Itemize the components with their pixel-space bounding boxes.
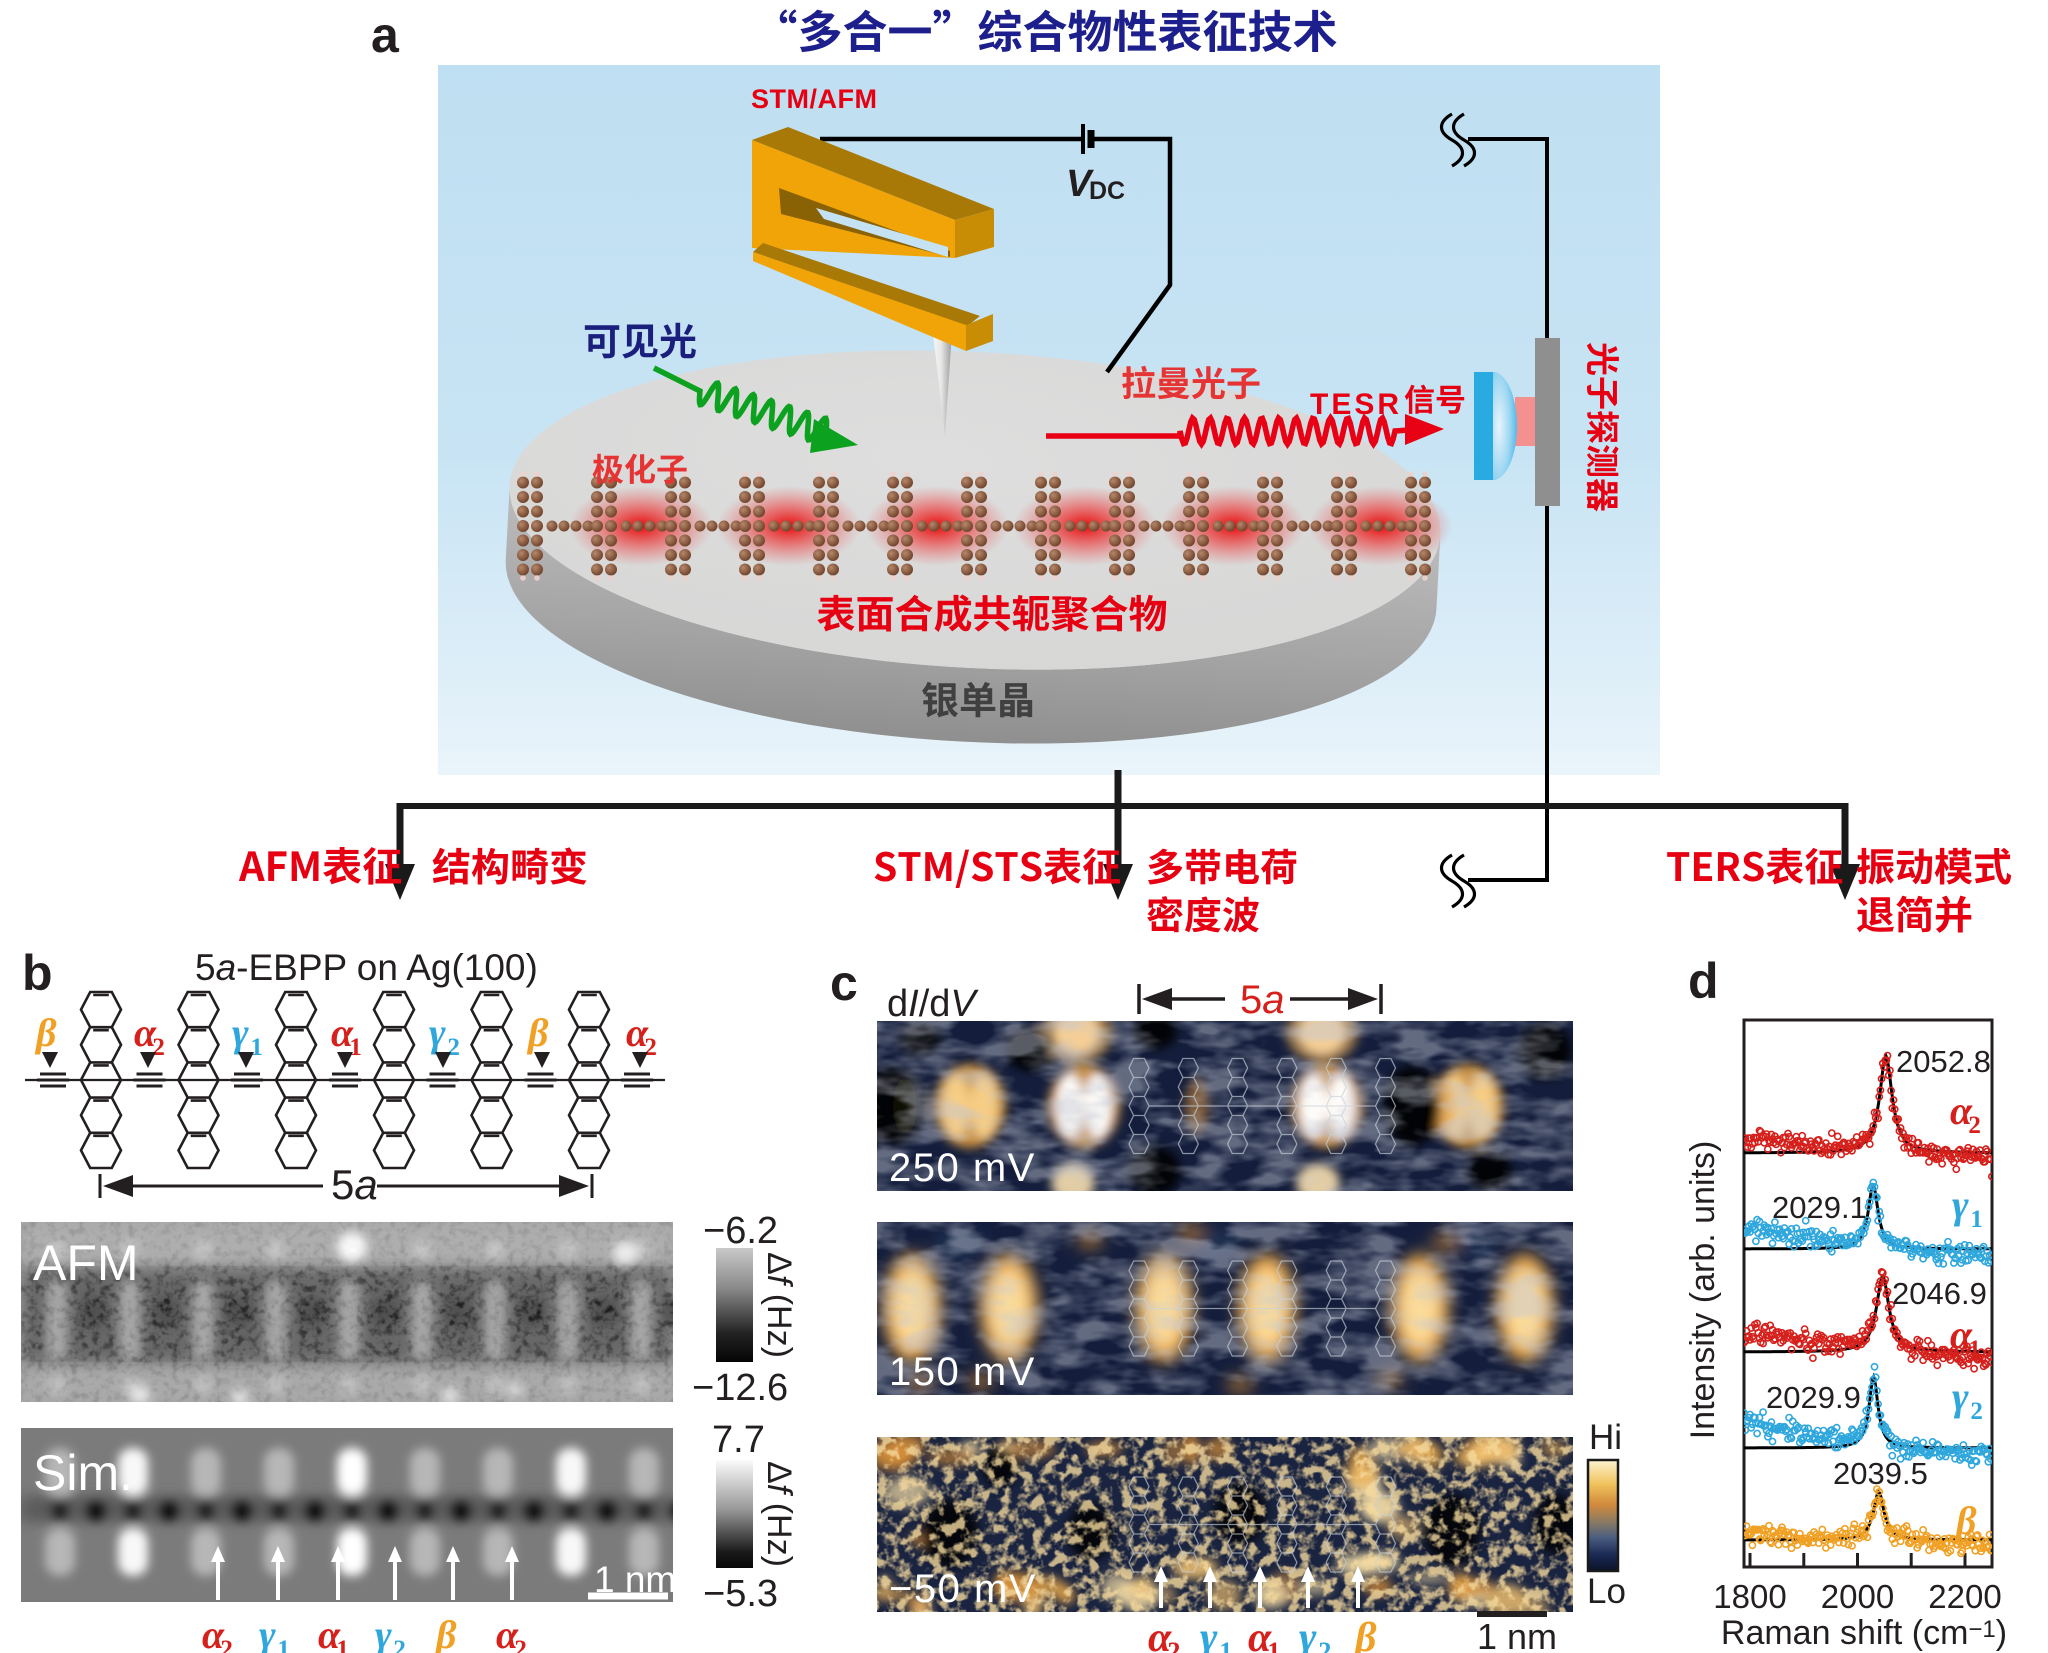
svg-text:α: α: [626, 1010, 649, 1055]
svg-text:α: α: [202, 1612, 225, 1653]
svg-text:β: β: [434, 1612, 457, 1653]
svg-text:β: β: [34, 1010, 57, 1055]
svg-text:2: 2: [1968, 1112, 1981, 1139]
svg-text:γ: γ: [1299, 1615, 1317, 1653]
svg-text:−50 mV: −50 mV: [889, 1567, 1037, 1611]
svg-text:2: 2: [1970, 1398, 1983, 1425]
svg-text:2: 2: [644, 1034, 657, 1061]
svg-text:250 mV: 250 mV: [889, 1146, 1036, 1190]
svg-text:α: α: [1148, 1615, 1172, 1653]
svg-text:1 nm: 1 nm: [594, 1559, 676, 1600]
svg-text:AFM: AFM: [33, 1235, 139, 1291]
svg-text:V: V: [1066, 163, 1094, 205]
svg-text:α: α: [1950, 1088, 1973, 1133]
svg-text:b: b: [22, 945, 53, 1001]
svg-text:β: β: [1353, 1615, 1377, 1653]
svg-text:γ: γ: [429, 1010, 446, 1055]
svg-text:γ: γ: [1952, 1374, 1969, 1419]
svg-text:Sim.: Sim.: [33, 1445, 133, 1501]
svg-text:2000: 2000: [1821, 1578, 1894, 1615]
svg-text:γ: γ: [1952, 1182, 1969, 1227]
svg-text:Lo: Lo: [1587, 1572, 1626, 1611]
svg-text:1: 1: [1970, 1206, 1983, 1233]
svg-text:2: 2: [1167, 1637, 1180, 1653]
svg-text:STM/AFM: STM/AFM: [751, 84, 877, 114]
svg-text:1 nm: 1 nm: [1477, 1616, 1557, 1653]
svg-text:Hi: Hi: [1589, 1418, 1622, 1457]
svg-text:2046.9: 2046.9: [1892, 1276, 1987, 1311]
svg-text:2: 2: [393, 1636, 406, 1653]
svg-text:2: 2: [514, 1636, 527, 1653]
svg-text:α: α: [318, 1612, 341, 1653]
svg-text:Raman shift (cm−1): Raman shift (cm−1): [1721, 1614, 2007, 1652]
svg-text:c: c: [830, 955, 858, 1011]
svg-text:α: α: [1248, 1615, 1272, 1653]
svg-text:−6.2: −6.2: [703, 1210, 778, 1252]
svg-text:2: 2: [152, 1034, 165, 1061]
svg-text:α: α: [496, 1612, 519, 1653]
svg-text:DC: DC: [1089, 177, 1125, 205]
svg-text:γ: γ: [259, 1612, 276, 1653]
svg-text:1: 1: [1968, 1336, 1981, 1363]
svg-text:α: α: [134, 1010, 157, 1055]
svg-text:γ: γ: [375, 1612, 392, 1653]
svg-text:1: 1: [1219, 1637, 1232, 1653]
svg-text:2052.8: 2052.8: [1896, 1044, 1991, 1079]
svg-text:2: 2: [220, 1636, 233, 1653]
svg-text:Intensity (arb. units): Intensity (arb. units): [1684, 1141, 1722, 1440]
svg-text:d: d: [1688, 953, 1719, 1009]
svg-text:1800: 1800: [1713, 1578, 1786, 1615]
svg-text:α: α: [331, 1010, 354, 1055]
svg-text:1: 1: [349, 1034, 362, 1061]
svg-text:5a-EBPP on Ag(100): 5a-EBPP on Ag(100): [195, 947, 538, 988]
svg-text:−12.6: −12.6: [692, 1367, 788, 1409]
svg-text:1: 1: [1267, 1637, 1280, 1653]
svg-text:1: 1: [250, 1034, 263, 1061]
svg-text:Δf (Hz): Δf (Hz): [760, 1252, 798, 1358]
svg-text:2029.9: 2029.9: [1766, 1380, 1861, 1415]
svg-text:α: α: [1950, 1312, 1973, 1357]
svg-text:Δf (Hz): Δf (Hz): [760, 1461, 798, 1567]
svg-text:γ: γ: [232, 1010, 249, 1055]
svg-text:2039.5: 2039.5: [1833, 1456, 1928, 1491]
svg-text:−5.3: −5.3: [703, 1573, 778, 1615]
svg-text:5a: 5a: [331, 1161, 378, 1208]
svg-text:2200: 2200: [1928, 1578, 2001, 1615]
svg-text:150 mV: 150 mV: [889, 1350, 1036, 1394]
svg-text:2029.1: 2029.1: [1772, 1190, 1867, 1225]
svg-text:γ: γ: [1200, 1615, 1218, 1653]
svg-text:2: 2: [1318, 1637, 1331, 1653]
svg-text:5a: 5a: [1240, 978, 1285, 1022]
svg-text:1: 1: [277, 1636, 290, 1653]
svg-text:β: β: [526, 1010, 549, 1055]
svg-text:β: β: [1954, 1498, 1977, 1543]
svg-text:a: a: [371, 7, 400, 63]
svg-text:2: 2: [447, 1034, 460, 1061]
svg-text:7.7: 7.7: [712, 1419, 765, 1461]
svg-text:dI/dV: dI/dV: [887, 983, 979, 1025]
svg-text:1: 1: [336, 1636, 349, 1653]
svg-text:TESR: TESR: [1310, 388, 1402, 421]
